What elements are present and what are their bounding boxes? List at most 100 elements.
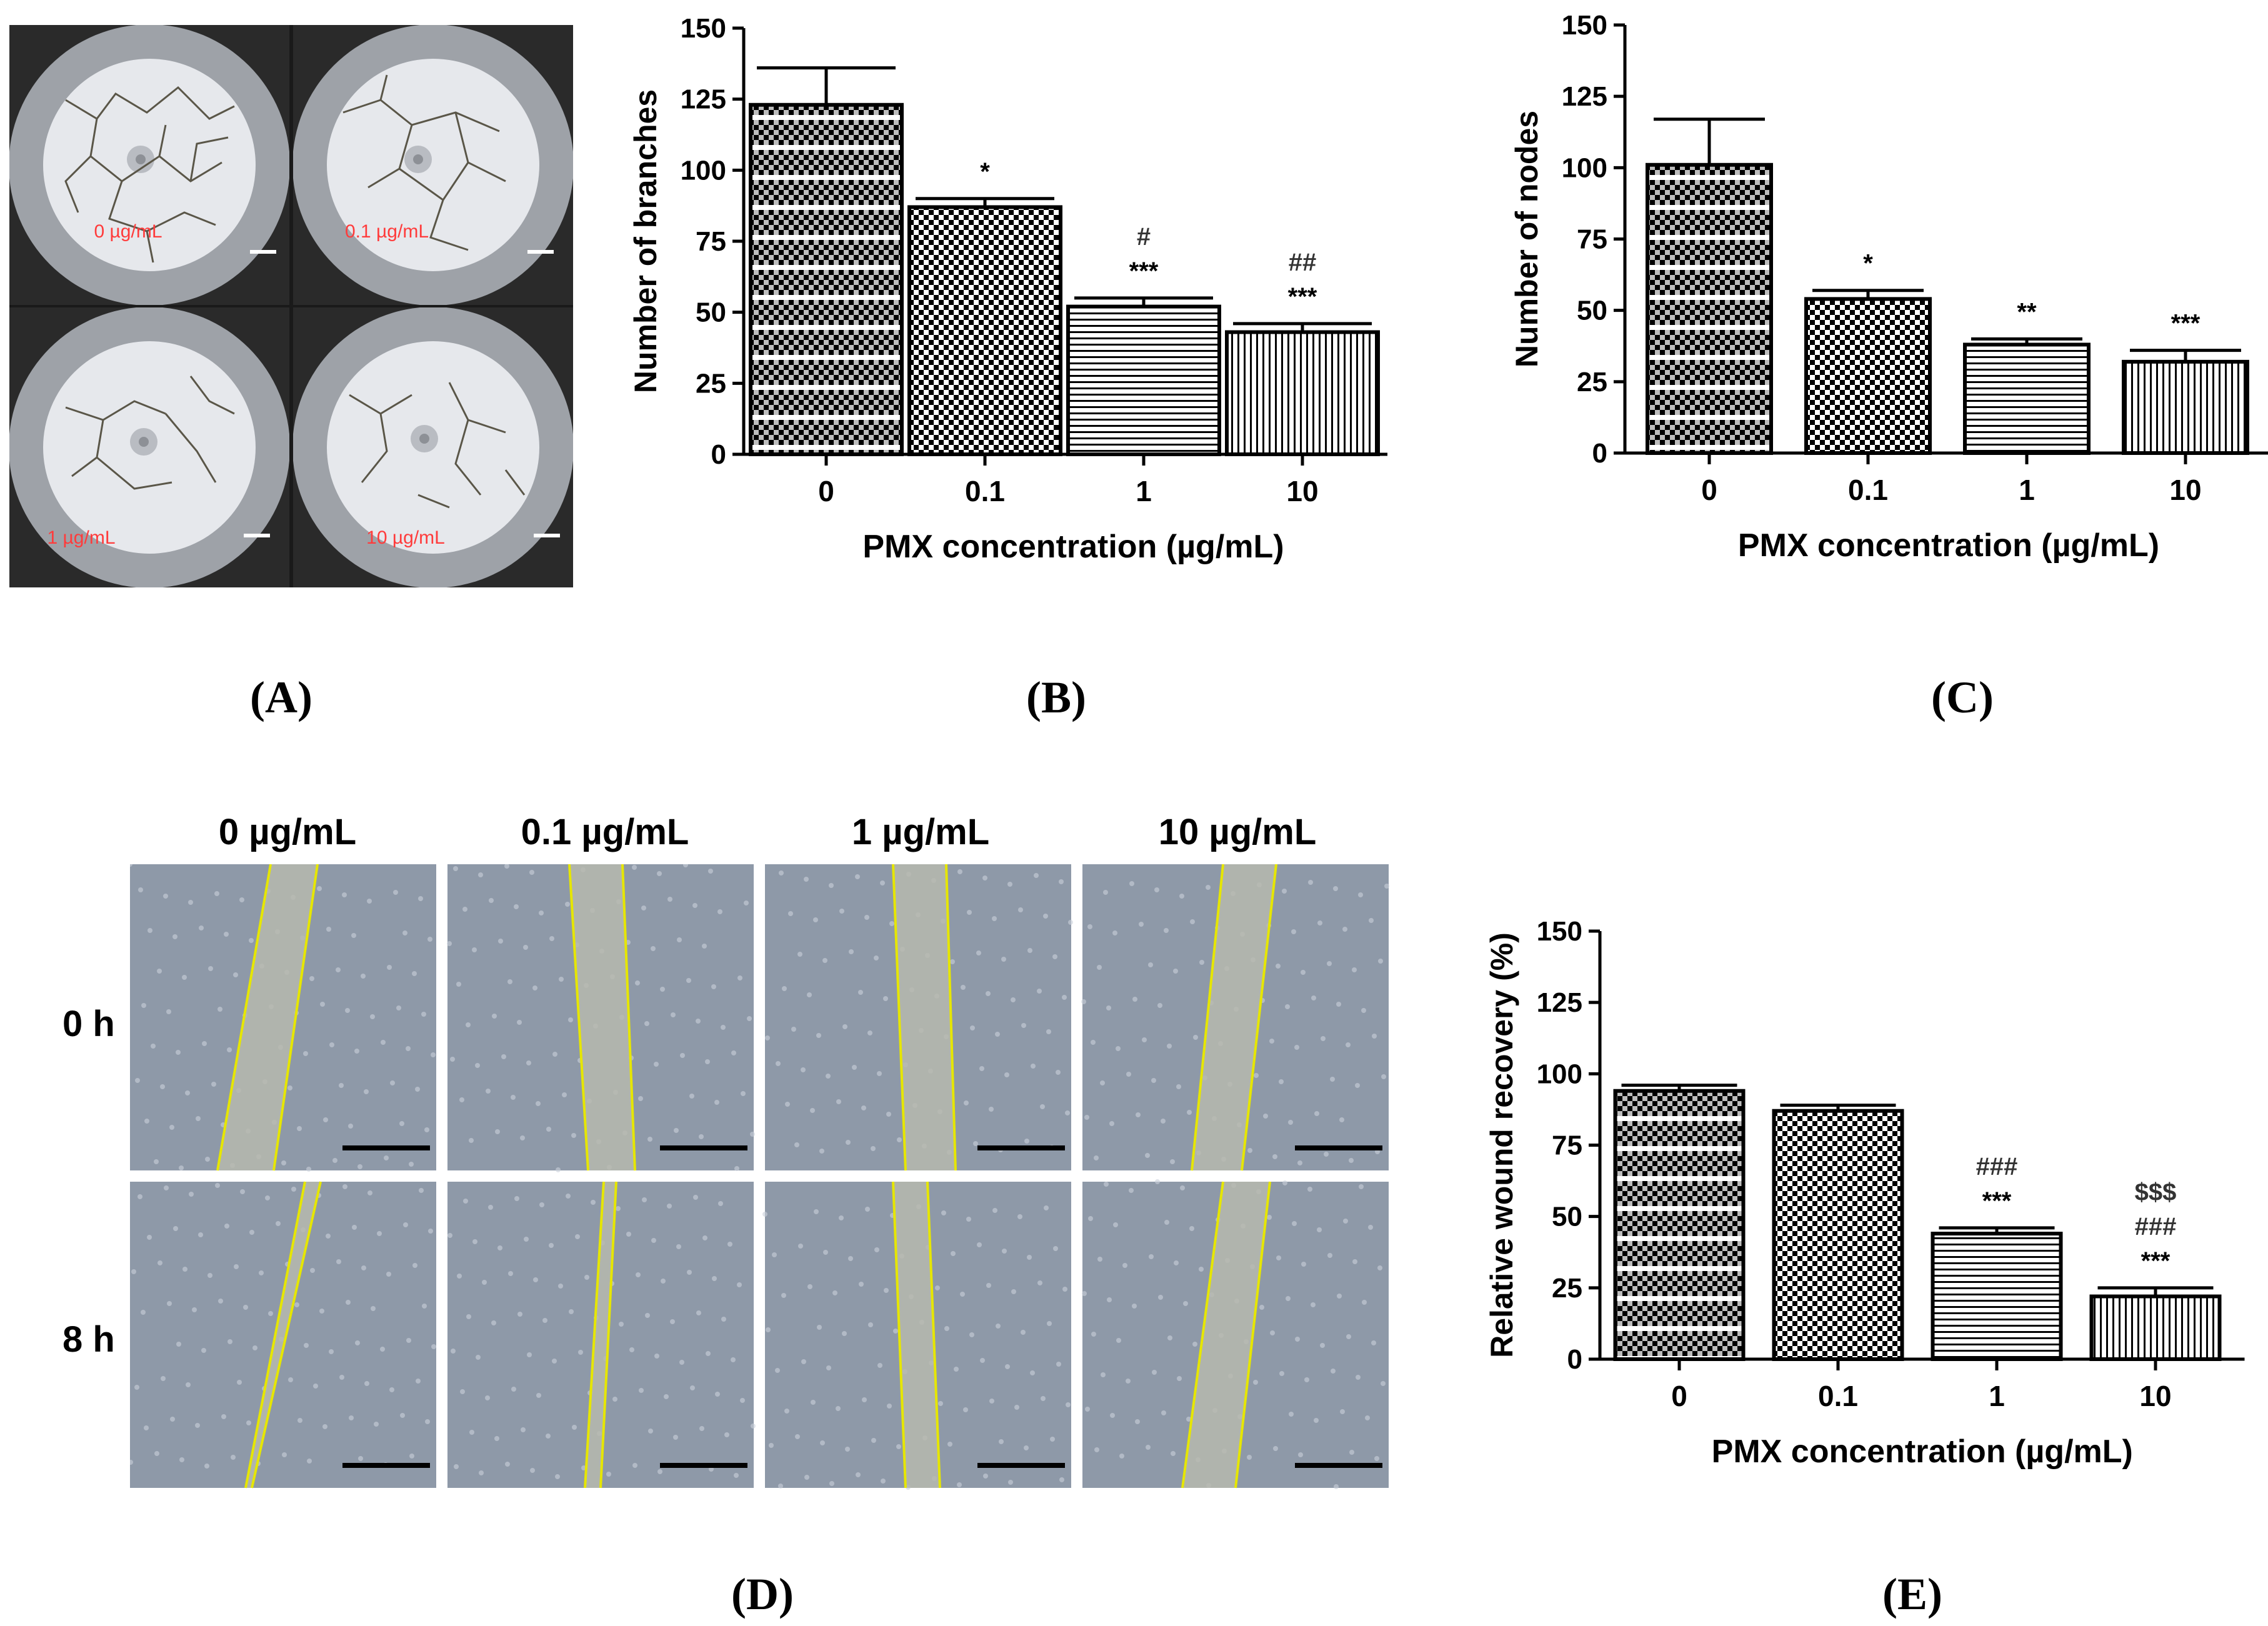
wound-gap	[246, 1182, 321, 1488]
bar-10	[2122, 359, 2249, 455]
well-10-svg: 10 µg/mL	[293, 307, 573, 587]
x-tick-label: 10	[1286, 475, 1318, 507]
column-header-1: 1 µg/mL	[851, 812, 990, 852]
significance-mark: ***	[2171, 310, 2201, 337]
y-tick-label: 25	[696, 368, 726, 399]
well-caption: 1 µg/mL	[47, 527, 116, 548]
y-tick-label: 150	[1537, 916, 1582, 947]
wound-edge-right	[599, 1181, 617, 1489]
x-tick-label: 0.1	[965, 475, 1005, 507]
wound-edge-left	[1191, 864, 1224, 1171]
wound-edge-right	[272, 864, 319, 1171]
wound-edge-left	[892, 864, 907, 1171]
scale-bar	[1295, 1145, 1382, 1150]
scale-bar	[342, 1145, 430, 1150]
scale-bar	[342, 1463, 430, 1468]
significance-mark: *	[980, 158, 990, 186]
significance-mark: **	[2017, 298, 2037, 326]
well-0.1-svg: 0.1 µg/mL	[293, 25, 573, 305]
well-image-0.1: 0.1 µg/mL	[293, 25, 573, 305]
x-tick-label: 0.1	[1848, 474, 1888, 506]
panel-label-d: (D)	[731, 1569, 794, 1619]
x-axis-title: PMX concentration (µg/mL)	[1738, 527, 2159, 564]
x-tick-label: 0	[1701, 474, 1717, 506]
y-tick-label: 125	[681, 84, 726, 115]
bar-1	[1963, 342, 2091, 456]
panel-label-c: (C)	[1931, 672, 1994, 722]
significance-mark: ***	[1288, 283, 1317, 311]
significance-mark: $$$	[2135, 1179, 2177, 1206]
panel-label-b: (B)	[1026, 672, 1086, 722]
y-tick-label: 150	[1562, 10, 1607, 41]
wound-edge-right	[1241, 864, 1277, 1171]
bar-1	[1931, 1232, 2063, 1361]
scratch-image	[447, 1181, 756, 1489]
bar-0	[1646, 162, 1773, 455]
chart-branches: 0 25 50 75 100 125 150 0 0.1 * 1 *** #10 *** ## PMX con…	[628, 13, 1387, 565]
bar-0.1	[1804, 297, 1932, 455]
scale-bar	[660, 1463, 747, 1468]
y-tick-label: 100	[1562, 152, 1607, 183]
x-tick-label: 0	[1671, 1380, 1687, 1412]
wound-gap	[893, 864, 956, 1170]
wound-edge-right	[251, 1181, 322, 1489]
row-header-0h: 0 h	[62, 1004, 115, 1044]
y-tick-label: 125	[1562, 81, 1607, 112]
scratch-image	[130, 1181, 436, 1489]
wound-edge-right	[945, 864, 957, 1171]
scale-bar	[977, 1145, 1065, 1150]
scratch-image	[762, 1181, 1071, 1490]
y-tick-label: 0	[711, 439, 726, 470]
wound-edge-right	[621, 864, 636, 1171]
scratch-image	[447, 864, 755, 1172]
chart-nodes: 0 25 50 75 100 125 150 0 0.1 * 1 ** 10 *** PMX concent…	[1509, 10, 2268, 564]
bar-1	[1066, 304, 1221, 456]
y-tick-label: 25	[1552, 1273, 1582, 1304]
x-tick-label: 0	[818, 475, 834, 507]
bar-10	[1225, 330, 1380, 457]
chart-wound-recovery: 0 25 50 75 100 125 150 0 0.1 1 *** ### 10 *** ### $$$ PM…	[1484, 916, 2245, 1470]
well-image-0: 0 µg/mL	[9, 25, 289, 305]
wound-gap	[1182, 1182, 1270, 1488]
y-axis-title: Relative wound recovery (%)	[1484, 932, 1519, 1358]
y-tick-label: 25	[1577, 367, 1607, 397]
well-1-svg: 1 µg/mL	[9, 307, 289, 587]
scratch-image	[1082, 1179, 1389, 1489]
scale-bar	[1295, 1463, 1382, 1468]
wound-edge-left	[1181, 1181, 1224, 1489]
significance-mark: ***	[2141, 1247, 2171, 1275]
y-tick-label: 75	[696, 226, 726, 257]
scratch-assay-images	[130, 864, 1389, 1490]
x-tick-label: 1	[2019, 474, 2035, 506]
x-axis-title: PMX concentration (µg/mL)	[1712, 1434, 2133, 1470]
wound-edge-right	[926, 1181, 941, 1489]
y-axis-title: Number of nodes	[1509, 111, 1544, 367]
wound-gap	[893, 1182, 940, 1488]
column-header-0.1: 0.1 µg/mL	[521, 812, 689, 852]
wound-edge-left	[892, 1181, 907, 1489]
well-0-svg: 0 µg/mL	[9, 25, 289, 305]
well-caption: 10 µg/mL	[366, 527, 445, 548]
wound-gap	[585, 1182, 616, 1488]
significance-mark: #	[1137, 223, 1151, 251]
y-tick-label: 75	[1577, 224, 1607, 255]
y-tick-label: 75	[1552, 1130, 1582, 1161]
column-header-0: 0 µg/mL	[218, 812, 357, 852]
wound-edge-left	[216, 864, 272, 1171]
significance-mark: *	[1863, 250, 1873, 277]
y-tick-label: 50	[1552, 1202, 1582, 1232]
bar-0.1	[1772, 1109, 1904, 1361]
significance-mark: ###	[2135, 1213, 2177, 1240]
bar-10	[2089, 1294, 2222, 1361]
scale-bar	[977, 1463, 1065, 1468]
x-axis-title: PMX concentration (µg/mL)	[862, 529, 1284, 565]
panel-a-images: 0 µg/mL 0.1 µg/mL 1 µg/mL	[9, 25, 573, 587]
wound-edge-left	[244, 1181, 306, 1489]
panel-label-e: (E)	[1882, 1569, 1942, 1619]
wound-edge-left	[568, 864, 589, 1171]
well-caption: 0.1 µg/mL	[345, 221, 429, 242]
y-tick-label: 0	[1592, 438, 1607, 469]
y-axis-title: Number of branches	[628, 89, 663, 393]
wound-gap	[569, 864, 635, 1170]
scratch-image	[130, 864, 436, 1172]
